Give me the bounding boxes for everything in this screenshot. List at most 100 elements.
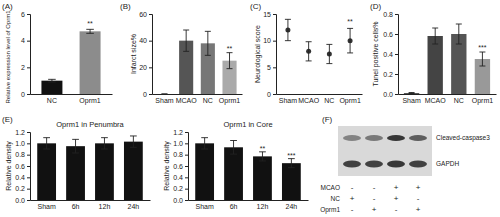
tick-mark bbox=[273, 67, 276, 68]
y-tick: 6 bbox=[21, 11, 30, 18]
bar bbox=[253, 156, 272, 200]
condition-sign: + bbox=[394, 183, 399, 192]
blot-band bbox=[365, 135, 383, 141]
panel-chart: (D)Tunel positive cells%0.00.20.40.60.8S… bbox=[370, 2, 497, 105]
y-axis: 0246 bbox=[21, 11, 30, 98]
error-bar bbox=[205, 31, 211, 55]
axis-line bbox=[27, 133, 31, 201]
y-tick: 1.2 bbox=[15, 129, 30, 136]
condition-sign: + bbox=[416, 183, 421, 192]
y-tick: 1.0 bbox=[15, 140, 30, 147]
y-axis: 051015 bbox=[263, 11, 276, 98]
significance-label: ** bbox=[260, 145, 266, 152]
bar bbox=[224, 147, 243, 200]
tick-mark bbox=[27, 67, 30, 68]
x-tick: Oprm1 bbox=[219, 94, 241, 105]
axis-line bbox=[277, 94, 363, 95]
tick-mark bbox=[185, 200, 188, 201]
y-tick: 0.0 bbox=[15, 197, 30, 204]
y-tick: 0.8 bbox=[173, 151, 188, 158]
significance-label: ** bbox=[87, 20, 93, 27]
x-tick-label: NC bbox=[47, 97, 57, 104]
y-tick-label: 0.8 bbox=[15, 151, 25, 158]
panel-label: (B) bbox=[120, 2, 131, 11]
significance-label: ** bbox=[227, 45, 233, 52]
x-tick-label: Oprm1 bbox=[472, 97, 494, 105]
x-tick-label: Sham bbox=[402, 97, 420, 104]
y-tick-label: 0.2 bbox=[173, 185, 183, 192]
y-tick-label: 0.4 bbox=[383, 51, 393, 58]
x-tick-label: 6h bbox=[230, 203, 238, 210]
tick-mark bbox=[395, 34, 398, 35]
y-tick-label: 0.8 bbox=[383, 11, 393, 18]
tick-mark bbox=[149, 14, 152, 15]
y-tick-label: 0.6 bbox=[15, 163, 25, 170]
tick-mark bbox=[149, 67, 152, 68]
y-tick-label: 1.2 bbox=[173, 129, 183, 136]
tick-mark bbox=[395, 74, 398, 75]
x-tick: 12h bbox=[257, 200, 269, 210]
x-tick-label: Oprm1 bbox=[79, 97, 101, 105]
error-bar bbox=[101, 138, 108, 149]
x-tick-label: Sham bbox=[279, 97, 297, 104]
marks bbox=[161, 30, 236, 94]
error-bar bbox=[227, 53, 233, 69]
tick-mark bbox=[185, 166, 188, 167]
x-tick: Sham bbox=[155, 94, 173, 104]
x-tick: 12h bbox=[99, 200, 111, 210]
y-tick: 0.6 bbox=[173, 163, 188, 170]
y-tick: 0 bbox=[267, 91, 276, 98]
tick-mark bbox=[27, 14, 30, 15]
y-tick: 60 bbox=[139, 11, 152, 18]
x-tick: 6h bbox=[72, 200, 80, 210]
y-tick-label: 0.6 bbox=[383, 31, 393, 38]
x-tick-label: MCAO bbox=[298, 97, 320, 104]
marks bbox=[404, 24, 490, 94]
y-tick-label: 20 bbox=[139, 64, 147, 71]
x-tick-label: MCAO bbox=[425, 97, 447, 104]
x-tick-label: 24h bbox=[128, 203, 140, 210]
condition-sign: - bbox=[417, 194, 420, 203]
condition-sign: - bbox=[351, 183, 354, 192]
chart-title: Oprm1 in Penumbra bbox=[56, 120, 124, 129]
error-bar bbox=[432, 28, 438, 44]
y-tick-label: 1.0 bbox=[15, 140, 25, 147]
band-label: GAPDH bbox=[436, 160, 459, 167]
bar bbox=[95, 143, 114, 200]
y-tick-label: 5 bbox=[267, 64, 271, 71]
y-tick: 0.6 bbox=[383, 31, 398, 38]
axis-line bbox=[395, 15, 399, 95]
y-axis: 0204060 bbox=[139, 11, 152, 98]
y-tick: 2 bbox=[21, 64, 30, 71]
figure: (A)Relative expression level of Oprm1 0 24… bbox=[0, 0, 500, 217]
panel-label: (A) bbox=[2, 2, 13, 11]
bar bbox=[428, 36, 443, 94]
tick-mark bbox=[27, 200, 30, 201]
condition-sign: - bbox=[395, 205, 398, 214]
tick-mark bbox=[185, 155, 188, 156]
y-tick-label: 0 bbox=[143, 91, 147, 98]
x-axis: Sham MCAO NC Oprm1 bbox=[399, 94, 497, 105]
x-tick-label: 6h bbox=[72, 203, 80, 210]
y-axis-title: Relative expression level of Oprm1 bbox=[5, 10, 11, 104]
y-tick: 0.0 bbox=[173, 197, 188, 204]
panel-chart: (A)Relative expression level of Oprm1024… bbox=[2, 2, 113, 105]
error-bar bbox=[183, 30, 189, 51]
y-tick: 0.4 bbox=[383, 51, 398, 58]
bar bbox=[282, 163, 301, 200]
axis-line bbox=[153, 94, 243, 95]
panel-chart: (C)Neurological score051015ShamMCAONCOpr… bbox=[250, 2, 363, 105]
x-tick: 6h bbox=[230, 200, 238, 210]
error-bar bbox=[86, 29, 94, 33]
y-tick-label: 0 bbox=[21, 91, 25, 98]
y-axis-title: Tunel positive cells% bbox=[372, 21, 380, 86]
y-tick-label: 0.0 bbox=[15, 197, 25, 204]
marks bbox=[195, 138, 301, 200]
error-bar bbox=[72, 139, 79, 153]
tick-mark bbox=[27, 177, 30, 178]
y-tick-label: 0.0 bbox=[383, 91, 393, 98]
x-tick: Oprm1 bbox=[339, 94, 361, 105]
y-tick: 0.2 bbox=[383, 71, 398, 78]
y-tick: 0.6 bbox=[15, 163, 30, 170]
x-tick: NC bbox=[454, 94, 464, 104]
